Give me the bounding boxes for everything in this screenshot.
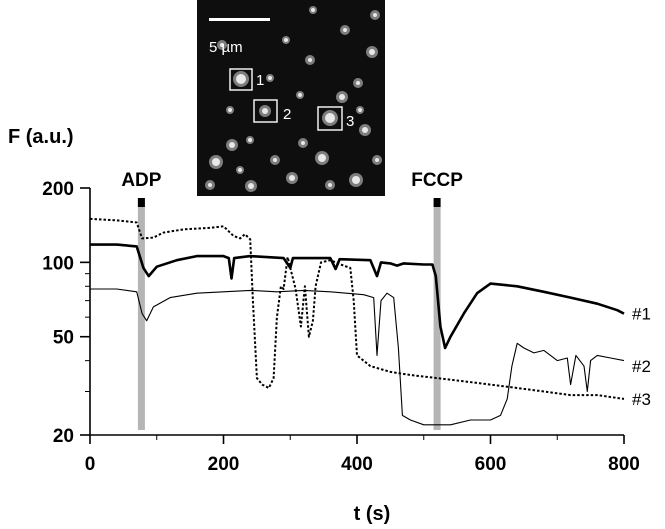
trace-labels: #1 #2 #3 xyxy=(632,305,651,409)
cell-blob-core xyxy=(273,158,277,162)
x-axis-title: t (s) xyxy=(354,503,391,525)
roi-box-3 xyxy=(317,106,343,131)
event-label: FCCP xyxy=(411,170,463,191)
cell-blob-core xyxy=(343,28,347,32)
cell-blob-core xyxy=(262,108,268,114)
cell-blob-core xyxy=(339,94,345,100)
roi-label-3: 3 xyxy=(346,113,354,130)
event-marker-cap xyxy=(433,198,441,207)
cell-blob-core xyxy=(356,81,360,85)
cell-blob-core xyxy=(208,183,212,187)
cell-blob-core xyxy=(284,38,288,42)
series-label: #3 xyxy=(632,390,651,409)
event-markers: ADP FCCP xyxy=(121,170,463,430)
cell-blob-core xyxy=(325,113,335,123)
cell-blob-core xyxy=(301,141,305,145)
event-bar xyxy=(137,200,145,430)
y-tick-label: 200 xyxy=(42,179,74,200)
cell-blob-core xyxy=(328,183,332,187)
series-label: #2 xyxy=(632,357,651,376)
y-tick-label: 100 xyxy=(42,253,74,274)
cell-blob-core xyxy=(373,13,377,17)
cell-blob-core xyxy=(220,43,224,47)
y-tick-label: 50 xyxy=(53,328,74,349)
x-tick-label: 600 xyxy=(475,454,507,475)
cell-blob-core xyxy=(238,168,242,172)
cell-blob-core xyxy=(229,142,235,148)
x-tick-label: 200 xyxy=(208,454,240,475)
cell-blob-core xyxy=(308,58,312,62)
cell-blob-core xyxy=(369,49,375,55)
cell-blob-core xyxy=(236,74,246,84)
cell-blob-core xyxy=(228,108,232,112)
cell-blob-core xyxy=(311,8,315,12)
event-marker-cap xyxy=(137,198,145,207)
roi-box-1 xyxy=(229,68,253,91)
x-tick-label: 0 xyxy=(85,454,96,475)
scale-bar-label: 5 µm xyxy=(209,39,243,56)
cell-blob-core xyxy=(318,154,326,162)
cell-blob-core xyxy=(358,108,362,112)
series-line xyxy=(89,217,625,400)
axes: 20 50 100 200 0 200 400 600 800 xyxy=(42,179,640,475)
micrograph-background xyxy=(197,0,385,196)
cell-blob-core xyxy=(362,127,368,133)
cell-blob-core xyxy=(248,138,252,142)
roi-label-1: 1 xyxy=(256,72,264,89)
series-label: #1 xyxy=(632,305,651,324)
cell-blob-core xyxy=(298,93,302,97)
cell-blob-core xyxy=(375,158,379,162)
cell-blob-core xyxy=(248,183,254,189)
roi-box-2 xyxy=(253,99,278,123)
series-line xyxy=(90,288,625,426)
y-axis-title: F (a.u.) xyxy=(8,126,74,148)
cell-blob-core xyxy=(212,158,220,166)
series-line xyxy=(90,243,625,350)
micrograph-inset: 5 µm 1 2 3 xyxy=(197,0,385,196)
x-tick-label: 400 xyxy=(341,454,373,475)
roi-label-2: 2 xyxy=(283,106,291,123)
cell-blob-core xyxy=(352,176,360,184)
event-label: ADP xyxy=(121,170,161,191)
cell-blob-core xyxy=(268,76,272,80)
y-tick-label: 20 xyxy=(53,426,74,447)
scale-bar xyxy=(209,18,270,21)
cell-blob-core xyxy=(289,175,295,181)
x-tick-label: 800 xyxy=(608,454,640,475)
traces xyxy=(89,217,625,426)
event-bar xyxy=(433,200,441,430)
cell-blobs xyxy=(205,6,382,192)
